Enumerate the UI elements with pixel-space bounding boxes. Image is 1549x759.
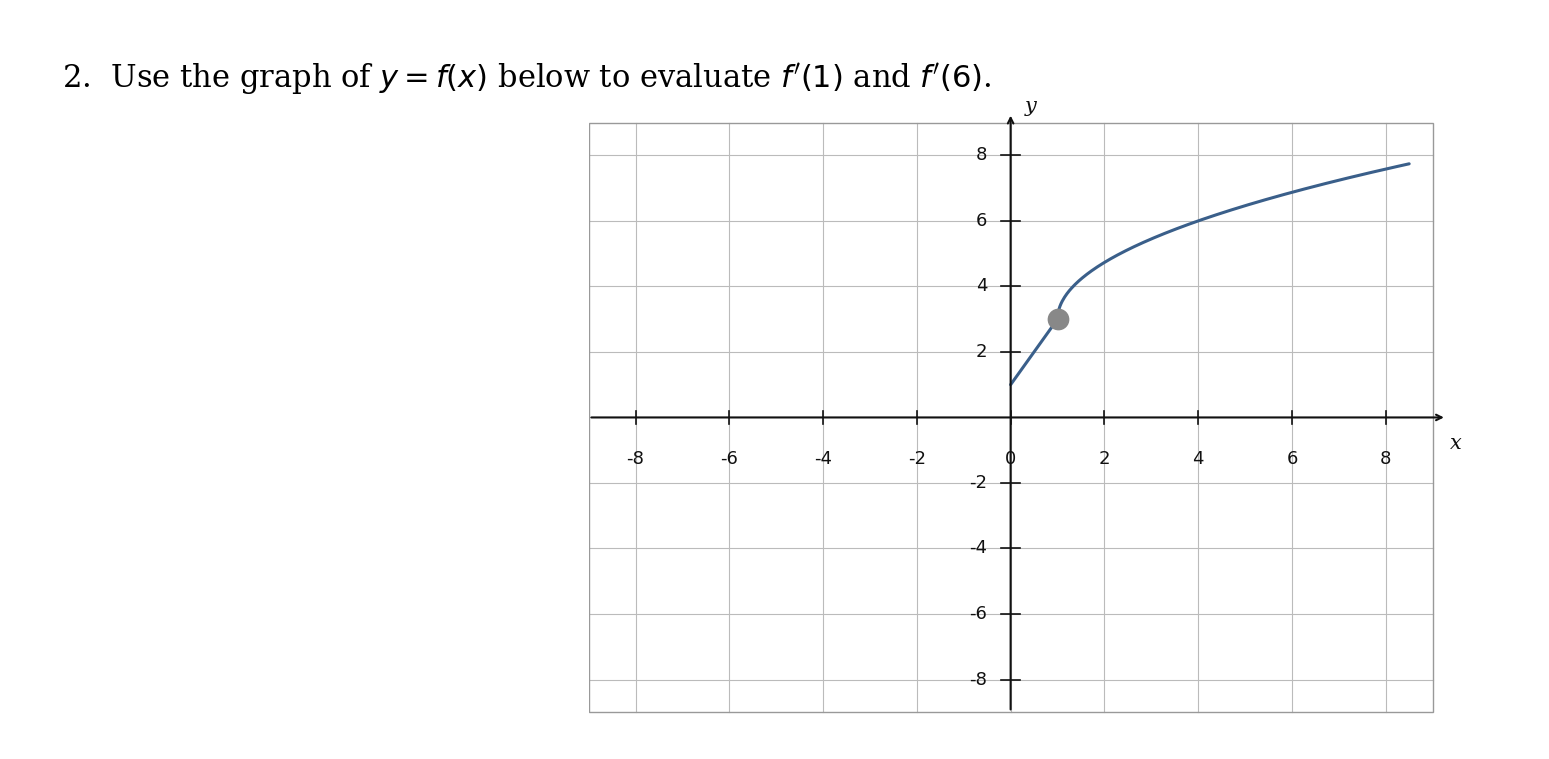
Text: 2: 2 xyxy=(1098,450,1111,468)
Text: 4: 4 xyxy=(976,278,987,295)
Text: x: x xyxy=(1450,434,1462,453)
Text: -6: -6 xyxy=(720,450,739,468)
Text: -6: -6 xyxy=(970,605,987,623)
Text: 2.  Use the graph of $y = f(x)$ below to evaluate $f'(1)$ and $f'(6)$.: 2. Use the graph of $y = f(x)$ below to … xyxy=(62,61,991,96)
Text: y: y xyxy=(1025,96,1036,116)
Text: 8: 8 xyxy=(1380,450,1391,468)
Text: 6: 6 xyxy=(976,212,987,230)
Text: -4: -4 xyxy=(815,450,832,468)
Text: -2: -2 xyxy=(970,474,987,492)
Text: 0: 0 xyxy=(1005,450,1016,468)
Text: -8: -8 xyxy=(970,670,987,688)
Point xyxy=(1046,313,1070,326)
Text: -4: -4 xyxy=(970,540,987,557)
Text: 8: 8 xyxy=(976,146,987,165)
Text: -2: -2 xyxy=(908,450,926,468)
Text: 2: 2 xyxy=(976,343,987,361)
Text: -8: -8 xyxy=(627,450,644,468)
Text: 4: 4 xyxy=(1193,450,1204,468)
Text: 6: 6 xyxy=(1286,450,1298,468)
